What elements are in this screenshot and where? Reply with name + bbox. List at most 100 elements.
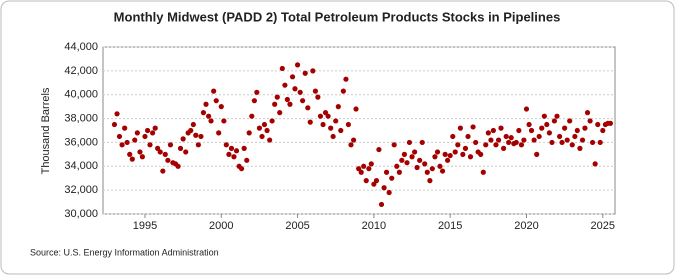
data-point bbox=[401, 151, 408, 157]
data-point bbox=[383, 169, 390, 175]
data-point bbox=[523, 106, 530, 112]
data-point bbox=[297, 89, 303, 95]
data-point bbox=[325, 113, 331, 119]
data-point bbox=[559, 139, 565, 146]
data-point bbox=[396, 169, 402, 175]
data-point bbox=[310, 68, 316, 74]
y-tick-label: 34,000 bbox=[64, 160, 98, 172]
data-point bbox=[269, 118, 275, 124]
data-point bbox=[452, 149, 458, 155]
data-point bbox=[437, 163, 443, 169]
data-point bbox=[544, 121, 550, 128]
data-point bbox=[389, 175, 395, 181]
source-note: Source: U.S. Energy Information Administ… bbox=[30, 247, 219, 257]
data-point bbox=[460, 151, 466, 157]
data-point bbox=[282, 82, 288, 88]
data-point bbox=[350, 137, 357, 143]
data-point bbox=[409, 154, 415, 160]
data-point bbox=[447, 152, 453, 159]
data-point bbox=[284, 96, 290, 103]
data-point bbox=[190, 121, 196, 128]
data-point bbox=[569, 142, 575, 148]
data-point bbox=[137, 149, 143, 155]
data-point bbox=[231, 154, 237, 160]
data-point bbox=[404, 160, 410, 166]
data-point bbox=[302, 70, 308, 76]
data-point bbox=[249, 113, 255, 119]
data-point bbox=[167, 142, 174, 148]
data-point bbox=[434, 149, 441, 155]
x-tick-label: 2025 bbox=[591, 220, 615, 232]
data-point bbox=[432, 154, 438, 160]
data-point bbox=[549, 139, 555, 146]
data-point bbox=[267, 137, 273, 143]
data-point bbox=[483, 142, 489, 148]
data-point bbox=[277, 110, 283, 116]
y-tick-label: 36,000 bbox=[64, 136, 98, 148]
data-point bbox=[495, 137, 502, 143]
data-point bbox=[155, 145, 161, 151]
data-point bbox=[607, 120, 614, 126]
data-point bbox=[358, 169, 364, 175]
data-point bbox=[526, 121, 532, 128]
data-point bbox=[574, 127, 580, 134]
data-point bbox=[223, 142, 229, 148]
data-point bbox=[455, 142, 461, 148]
data-point bbox=[534, 151, 540, 157]
data-point bbox=[292, 86, 298, 92]
data-point bbox=[340, 88, 346, 94]
data-point bbox=[371, 181, 377, 187]
data-point bbox=[557, 133, 563, 140]
data-point bbox=[246, 130, 252, 136]
data-point bbox=[134, 130, 140, 136]
data-point bbox=[216, 130, 222, 136]
data-point bbox=[412, 149, 418, 155]
data-point bbox=[376, 146, 382, 153]
data-point bbox=[480, 169, 486, 175]
data-point bbox=[127, 151, 133, 157]
data-point bbox=[577, 145, 583, 151]
data-point bbox=[417, 157, 423, 163]
data-point bbox=[315, 94, 321, 100]
data-point bbox=[152, 125, 158, 131]
data-point bbox=[119, 142, 125, 148]
data-point bbox=[116, 133, 123, 140]
data-point bbox=[211, 88, 217, 94]
data-point bbox=[363, 178, 369, 184]
data-point bbox=[175, 163, 181, 169]
data-point bbox=[546, 130, 552, 136]
data-point bbox=[203, 101, 209, 107]
x-tick-label: 1995 bbox=[133, 220, 157, 232]
data-point bbox=[348, 142, 354, 148]
data-point bbox=[254, 89, 260, 95]
data-point bbox=[147, 142, 153, 148]
x-tick-label: 2005 bbox=[285, 220, 309, 232]
data-point bbox=[391, 142, 397, 148]
data-point bbox=[488, 137, 494, 143]
x-tick-label: 2020 bbox=[514, 220, 538, 232]
data-point bbox=[478, 151, 484, 157]
data-point bbox=[338, 127, 344, 134]
data-point bbox=[473, 139, 479, 146]
data-point bbox=[587, 118, 593, 124]
data-point bbox=[424, 169, 430, 175]
data-point bbox=[139, 154, 145, 160]
data-point bbox=[554, 113, 560, 119]
data-point bbox=[322, 110, 329, 116]
data-point bbox=[228, 145, 235, 151]
data-point bbox=[312, 88, 319, 94]
data-point bbox=[506, 139, 512, 146]
data-point bbox=[132, 137, 138, 143]
data-point bbox=[206, 113, 212, 119]
data-point bbox=[213, 98, 219, 104]
data-point bbox=[317, 113, 324, 119]
data-point bbox=[465, 133, 471, 140]
data-point bbox=[193, 132, 199, 138]
data-point bbox=[368, 161, 374, 167]
y-tick-label: 30,000 bbox=[64, 208, 98, 220]
data-point bbox=[111, 121, 118, 128]
data-point bbox=[195, 142, 201, 148]
data-point bbox=[567, 118, 573, 124]
